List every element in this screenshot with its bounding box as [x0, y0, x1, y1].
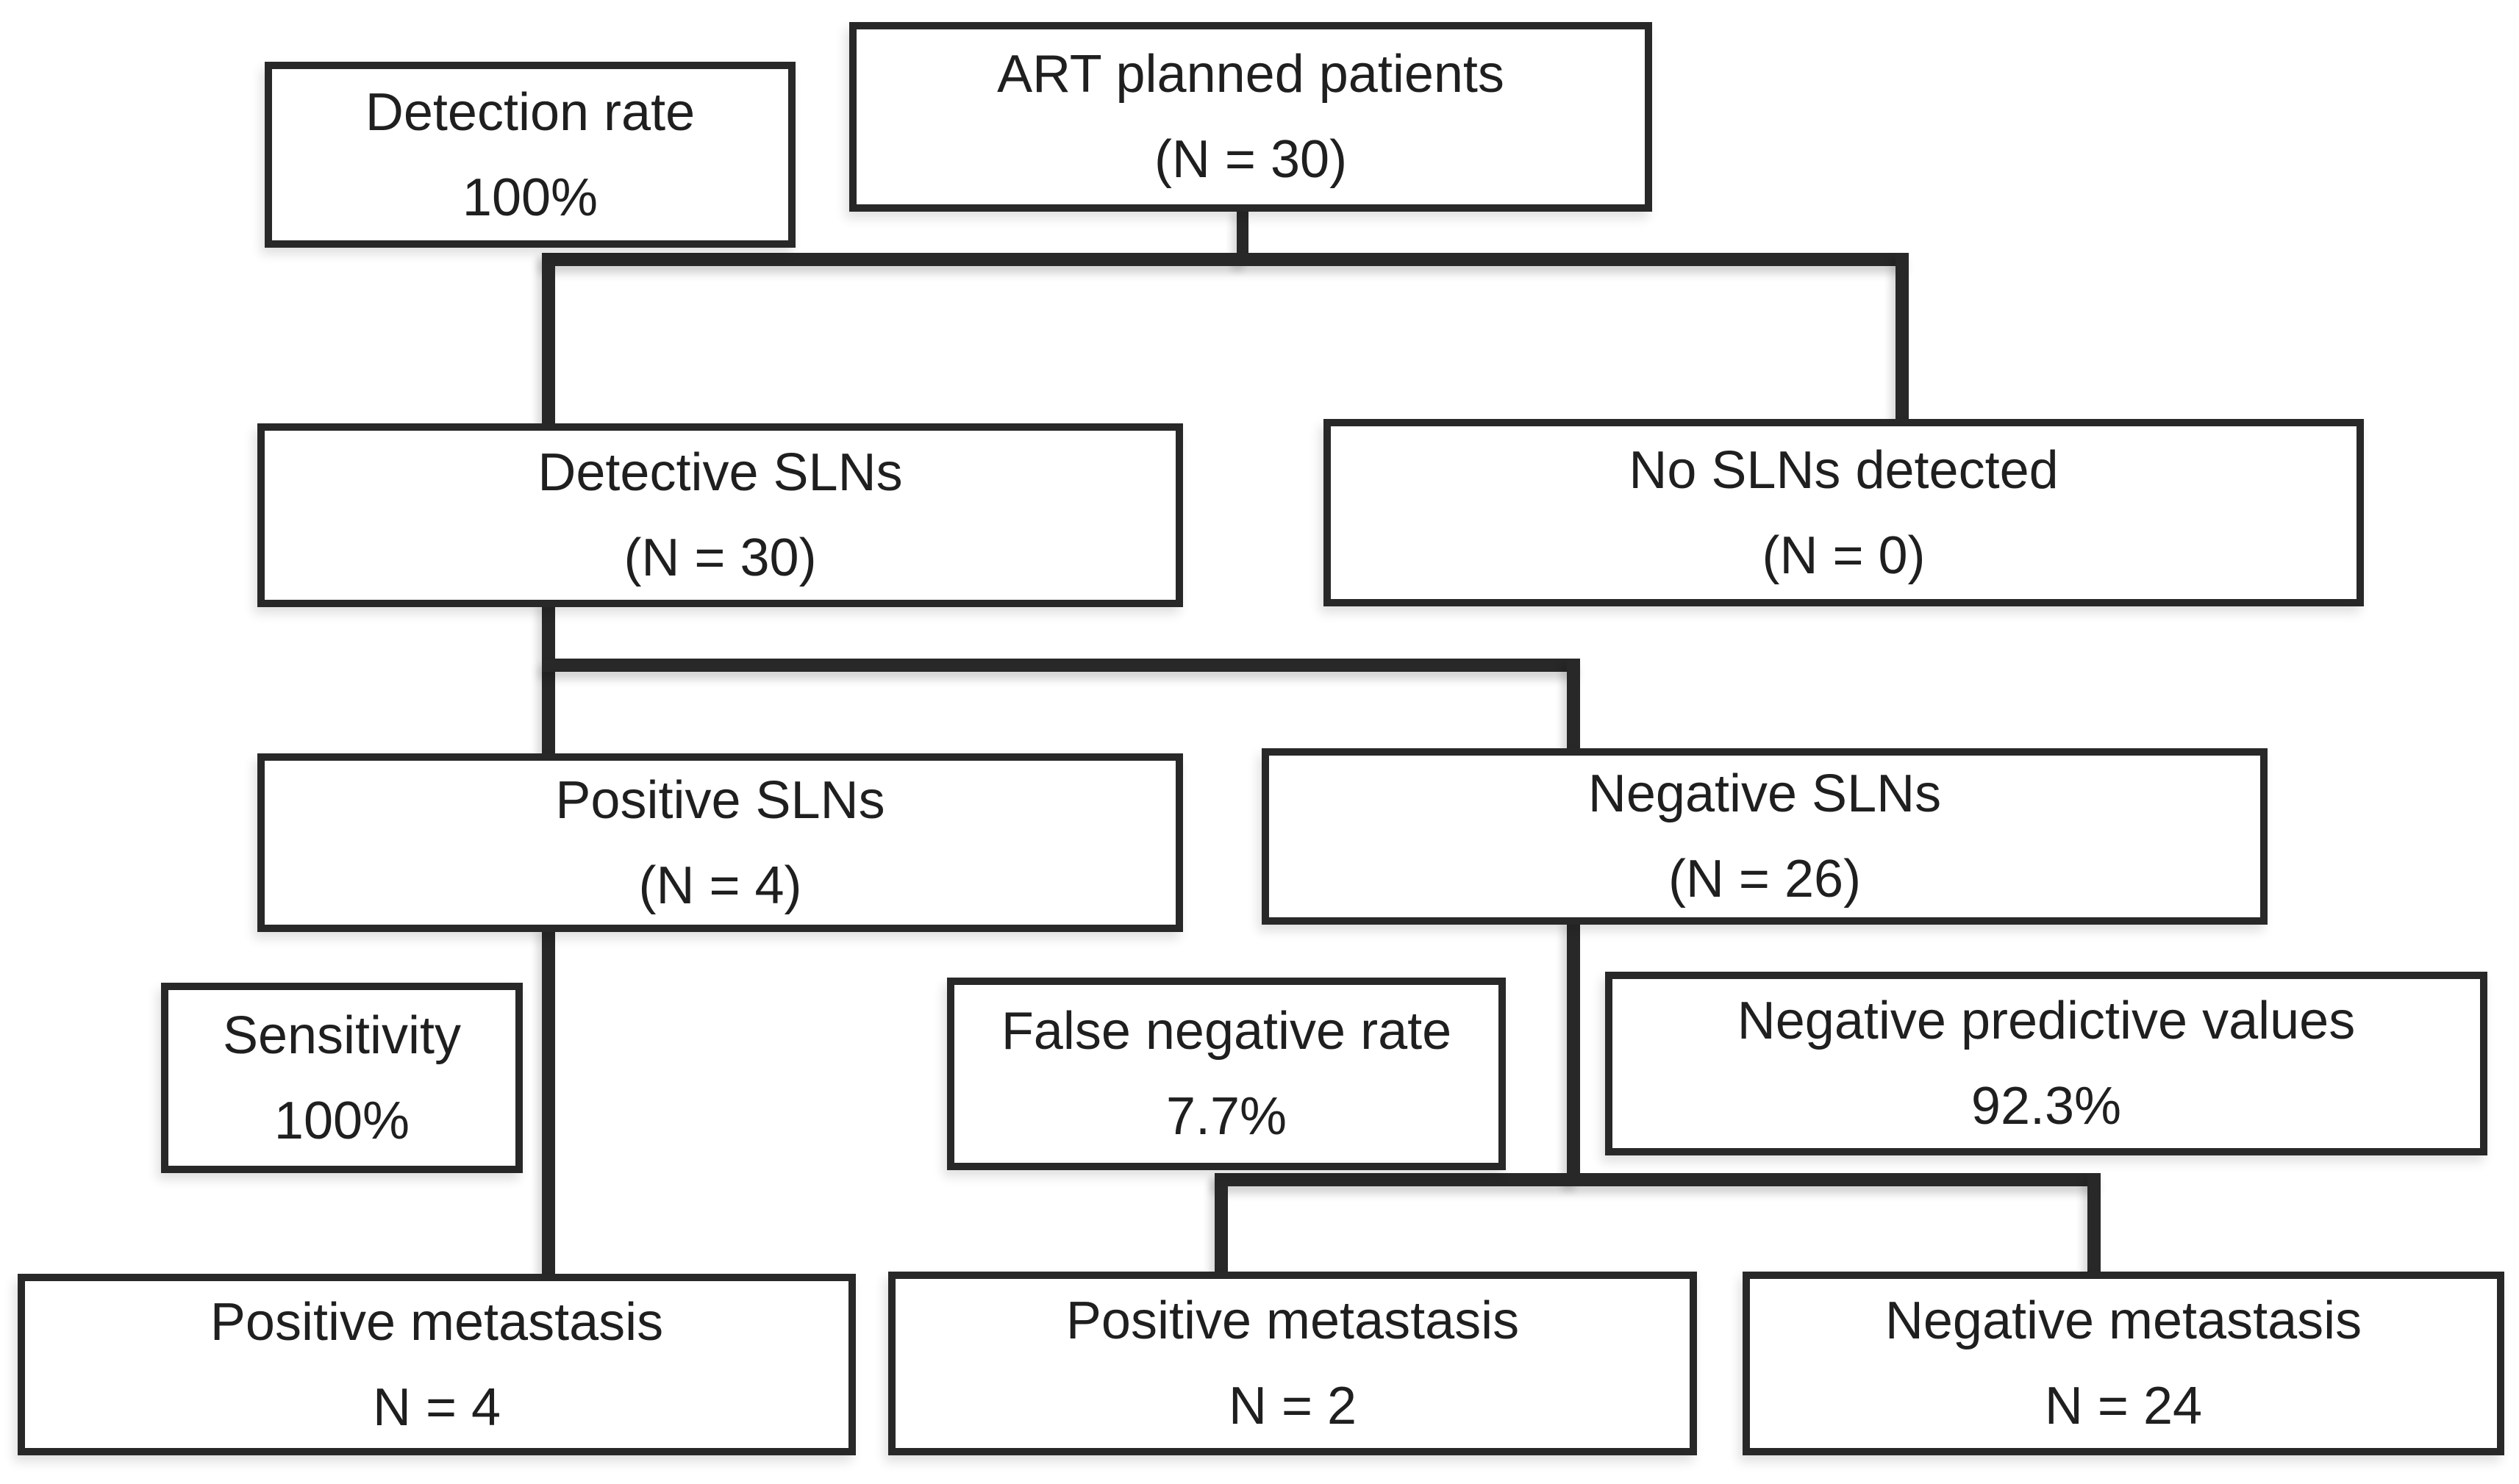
node-negative-slns: Negative SLNs (N = 26)	[1262, 748, 2268, 925]
node-value: N = 24	[2044, 1377, 2203, 1435]
connector-split-to-no-slns	[1895, 253, 1909, 423]
connector-mid-horizontal	[542, 659, 1580, 672]
node-positive-slns: Positive SLNs (N = 4)	[257, 753, 1183, 932]
connector-split-to-positive-metastasis-n2	[1215, 1173, 1228, 1277]
node-label: No SLNs detected	[1629, 440, 2059, 500]
node-label: Negative predictive values	[1737, 992, 2356, 1050]
connector-top-horizontal	[542, 253, 1909, 266]
connector-positive-slns-to-positive-metastasis	[542, 926, 555, 1279]
node-value: (N = 30)	[624, 528, 817, 587]
node-label: Positive metastasis	[210, 1292, 664, 1352]
connector-split-to-detective-slns	[542, 253, 555, 429]
node-sensitivity: Sensitivity 100%	[161, 983, 523, 1173]
node-value: (N = 30)	[1154, 130, 1348, 189]
node-false-negative-rate: False negative rate 7.7%	[947, 978, 1506, 1170]
node-label: Negative SLNs	[1587, 764, 1942, 823]
node-label: Negative metastasis	[1884, 1291, 2362, 1350]
node-value: (N = 0)	[1762, 526, 1926, 585]
node-value: 92.3%	[1970, 1077, 2122, 1136]
node-detection-rate: Detection rate 100%	[265, 62, 796, 248]
connector-split-to-negative-metastasis	[2087, 1173, 2101, 1277]
connector-art-to-split	[1237, 209, 1248, 266]
node-label: Positive metastasis	[1065, 1291, 1520, 1350]
node-label: Detection rate	[365, 82, 696, 142]
node-value: N = 2	[1228, 1377, 1357, 1435]
node-label: False negative rate	[1001, 1002, 1452, 1061]
node-value: 100%	[462, 168, 599, 227]
connector-negative-slns-to-split	[1567, 919, 1580, 1186]
connector-split-to-negative-slns	[1567, 659, 1580, 754]
node-value: 100%	[274, 1091, 410, 1150]
node-value: (N = 4)	[638, 856, 802, 915]
node-no-slns-detected: No SLNs detected (N = 0)	[1323, 419, 2364, 606]
node-label: Positive SLNs	[555, 770, 885, 830]
connector-detective-to-positive-slns	[542, 601, 555, 759]
node-positive-metastasis-n2: Positive metastasis N = 2	[888, 1272, 1697, 1455]
node-negative-metastasis-n24: Negative metastasis N = 24	[1743, 1272, 2504, 1455]
node-negative-predictive-values: Negative predictive values 92.3%	[1605, 972, 2487, 1155]
node-label: Detective SLNs	[537, 443, 903, 502]
node-art-planned-patients: ART planned patients (N = 30)	[849, 22, 1652, 212]
node-label: ART planned patients	[997, 45, 1504, 104]
node-value: (N = 26)	[1668, 850, 1862, 908]
connector-bottom-horizontal	[1215, 1173, 2101, 1186]
node-value: 7.7%	[1165, 1087, 1287, 1146]
node-positive-metastasis-n4: Positive metastasis N = 4	[18, 1274, 856, 1455]
node-value: N = 4	[372, 1377, 501, 1437]
node-detective-slns: Detective SLNs (N = 30)	[257, 423, 1183, 607]
node-label: Sensitivity	[222, 1006, 462, 1065]
